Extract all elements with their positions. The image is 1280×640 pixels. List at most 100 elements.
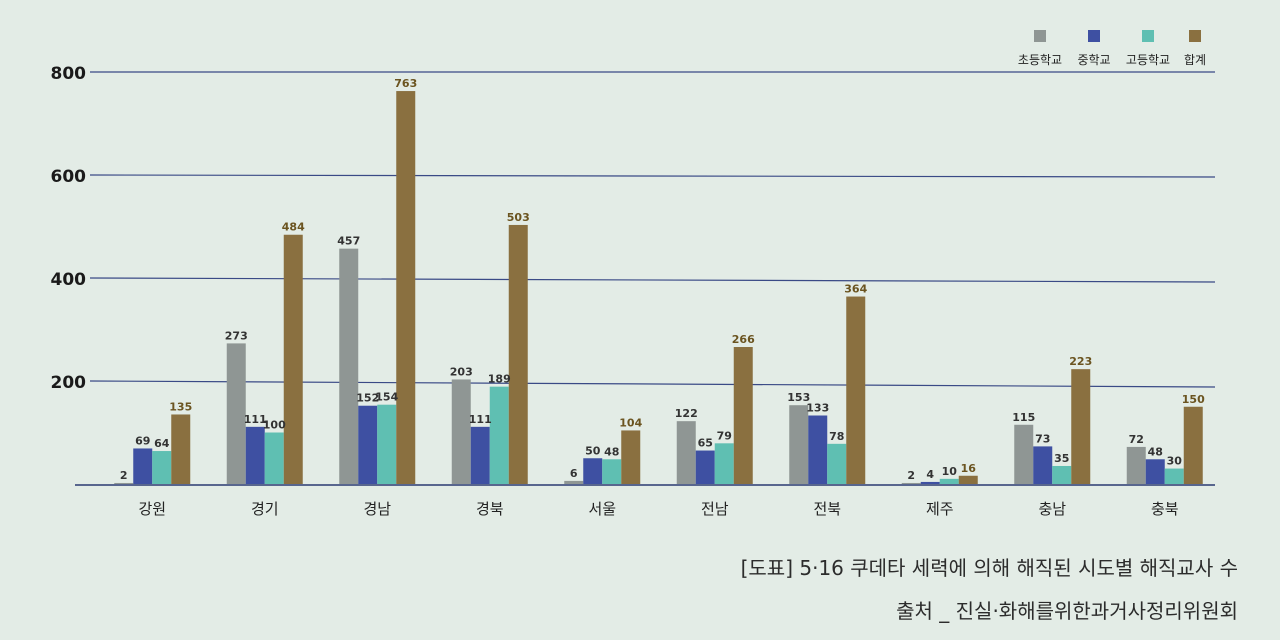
data-label: 4 bbox=[926, 468, 934, 481]
bar bbox=[245, 426, 265, 484]
bar bbox=[1164, 468, 1184, 484]
bar bbox=[152, 451, 172, 484]
x-tick-label: 강원 bbox=[138, 500, 166, 518]
data-label: 48 bbox=[1148, 445, 1163, 458]
bar bbox=[264, 432, 284, 484]
gridline bbox=[89, 380, 1216, 388]
x-tick-label: 경북 bbox=[476, 500, 504, 518]
bar bbox=[602, 459, 622, 484]
data-label: 152 bbox=[356, 392, 379, 405]
legend-label: 중학교 bbox=[1077, 53, 1110, 67]
y-tick-label: 800 bbox=[51, 64, 87, 84]
data-label: 484 bbox=[282, 221, 305, 234]
bar bbox=[583, 458, 603, 484]
bar bbox=[114, 482, 134, 484]
data-label: 50 bbox=[585, 444, 601, 457]
data-label: 100 bbox=[263, 419, 286, 432]
bar bbox=[226, 343, 246, 484]
bar bbox=[958, 475, 978, 484]
y-tick-label: 600 bbox=[51, 167, 87, 187]
data-label: 223 bbox=[1069, 355, 1092, 368]
data-label: 154 bbox=[375, 391, 398, 404]
data-label: 203 bbox=[450, 365, 473, 378]
legend: 초등학교 중학교 고등학교 합계 bbox=[1018, 30, 1206, 67]
y-axis: 200 400 600 800 bbox=[51, 64, 87, 393]
bar bbox=[1183, 406, 1203, 484]
bar bbox=[1071, 369, 1091, 484]
legend-swatch bbox=[1189, 30, 1201, 42]
bar bbox=[1052, 465, 1072, 484]
bar bbox=[1126, 446, 1146, 484]
chart-source: 출처 _ 진실·화해를위한과거사정리위원회 bbox=[896, 599, 1238, 623]
data-label: 150 bbox=[1182, 393, 1205, 406]
data-label: 133 bbox=[806, 402, 829, 415]
legend-swatch bbox=[1142, 30, 1154, 42]
bar bbox=[377, 404, 397, 484]
data-label: 115 bbox=[1012, 411, 1035, 424]
legend-label: 합계 bbox=[1184, 53, 1206, 67]
data-label: 111 bbox=[469, 413, 492, 426]
bar bbox=[396, 91, 416, 485]
x-tick-label: 제주 bbox=[926, 500, 954, 518]
data-label: 16 bbox=[961, 462, 977, 475]
bar bbox=[133, 448, 153, 484]
data-label: 64 bbox=[154, 437, 170, 450]
data-label: 78 bbox=[829, 430, 844, 443]
data-label: 364 bbox=[844, 283, 867, 296]
bar bbox=[621, 430, 641, 484]
data-label: 2 bbox=[120, 469, 128, 482]
gridline bbox=[89, 174, 1216, 178]
legend-swatch bbox=[1088, 30, 1100, 42]
data-label: 273 bbox=[225, 329, 248, 342]
bar bbox=[827, 443, 847, 484]
data-label: 35 bbox=[1054, 452, 1069, 465]
bar bbox=[676, 421, 696, 484]
data-label: 69 bbox=[135, 434, 150, 447]
data-label: 6 bbox=[570, 467, 578, 480]
data-label: 73 bbox=[1035, 432, 1050, 445]
bar bbox=[901, 482, 921, 484]
bar bbox=[1033, 446, 1053, 484]
data-label: 189 bbox=[488, 373, 511, 386]
data-label: 65 bbox=[698, 437, 713, 450]
data-label: 111 bbox=[244, 413, 267, 426]
bar bbox=[789, 405, 809, 484]
data-label: 122 bbox=[675, 407, 698, 420]
data-label: 763 bbox=[394, 77, 417, 90]
data-label: 104 bbox=[619, 416, 642, 429]
x-tick-label: 경기 bbox=[251, 500, 279, 518]
bar bbox=[171, 414, 191, 484]
bar bbox=[451, 379, 471, 484]
bar bbox=[939, 478, 959, 484]
x-tick-label: 전북 bbox=[813, 500, 841, 518]
data-label: 48 bbox=[604, 445, 619, 458]
data-labels: 269 6413527311110048445715215476320311118… bbox=[120, 77, 1205, 482]
data-label: 135 bbox=[169, 400, 192, 413]
x-tick-label: 서울 bbox=[588, 500, 616, 518]
bar bbox=[508, 224, 528, 484]
data-label: 503 bbox=[507, 211, 530, 224]
bar bbox=[920, 481, 940, 484]
bar bbox=[358, 405, 378, 484]
bar bbox=[283, 234, 303, 484]
bar bbox=[733, 347, 753, 484]
bar bbox=[339, 248, 359, 484]
data-label: 30 bbox=[1167, 455, 1183, 468]
bar bbox=[489, 386, 509, 484]
bar bbox=[808, 415, 828, 484]
legend-swatch bbox=[1034, 30, 1046, 42]
bar bbox=[470, 426, 490, 484]
gridlines bbox=[75, 71, 1216, 486]
x-tick-label: 경남 bbox=[363, 500, 391, 518]
x-tick-label: 충북 bbox=[1151, 500, 1179, 518]
x-axis: 강원 경기 경남 경북 서울 전남 전북 제주 충남 충북 bbox=[138, 500, 1178, 518]
data-label: 79 bbox=[717, 429, 732, 442]
legend-label: 고등학교 bbox=[1126, 53, 1170, 67]
x-tick-label: 전남 bbox=[701, 500, 729, 518]
bar bbox=[1145, 459, 1165, 484]
y-tick-label: 400 bbox=[51, 270, 87, 290]
chart-caption: [도표] 5·16 쿠데타 세력에 의해 해직된 시도별 해직교사 수 bbox=[740, 556, 1238, 580]
x-tick-label: 충남 bbox=[1038, 500, 1066, 518]
legend-label: 초등학교 bbox=[1018, 53, 1062, 67]
